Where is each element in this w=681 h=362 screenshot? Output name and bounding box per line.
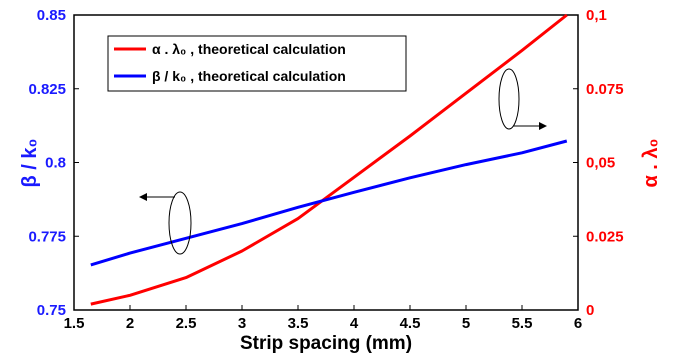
legend-box — [107, 35, 407, 92]
left-annotation-ellipse — [168, 191, 192, 255]
x-axis-title: Strip spacing (mm) — [240, 333, 412, 354]
series — [90, 13, 568, 306]
x-tick-label: 3.5 — [288, 315, 309, 332]
y-left-tick-label: 0.8 — [45, 155, 66, 172]
series-line-alpha — [90, 13, 568, 306]
x-tick-label: 3 — [238, 315, 246, 332]
annotations — [139, 68, 547, 255]
series-line-beta — [90, 139, 568, 267]
y-left-tick-label: 0.825 — [28, 81, 66, 98]
y-left-tick-label: 0.85 — [37, 7, 66, 24]
x-tick-label: 1.5 — [64, 315, 85, 332]
x-tick-label: 4.5 — [400, 315, 421, 332]
y-right-tick-label: 0,05 — [586, 155, 615, 172]
y-right-tick-label: 0,1 — [586, 7, 607, 24]
x-tick-label: 4 — [350, 315, 359, 332]
x-tick-label: 5.5 — [512, 315, 533, 332]
left-annotation-arrowhead — [139, 193, 147, 201]
legend: α . λ₀ , theoretical calculation β / k₀ … — [107, 35, 407, 92]
right-annotation-arrowhead — [539, 122, 547, 130]
legend-label-alpha: α . λ₀ , theoretical calculation — [152, 41, 346, 57]
x-tick-label: 2.5 — [176, 315, 197, 332]
right-axis-title: α . λ₀ — [640, 138, 662, 187]
right-annotation-ellipse — [498, 68, 520, 130]
x-tick-label: 5 — [462, 315, 470, 332]
x-tick-label: 2 — [126, 315, 134, 332]
y-left-tick-label: 0.75 — [37, 302, 66, 319]
x-tick-label: 6 — [574, 315, 582, 332]
y-right-tick-label: 0 — [586, 302, 594, 319]
y-right-tick-label: 0.075 — [586, 81, 624, 98]
left-axis-title: β / k₀ — [19, 138, 41, 187]
y-left-tick-label: 0.775 — [28, 228, 66, 245]
y-right-tick-label: 0.025 — [586, 228, 624, 245]
legend-label-beta: β / k₀ , theoretical calculation — [152, 68, 346, 84]
ticks: 1.5 2 2.5 3 3.5 4 4.5 5 5.5 6 0.75 0.775 0.8 0.825 0.8… — [28, 7, 623, 332]
